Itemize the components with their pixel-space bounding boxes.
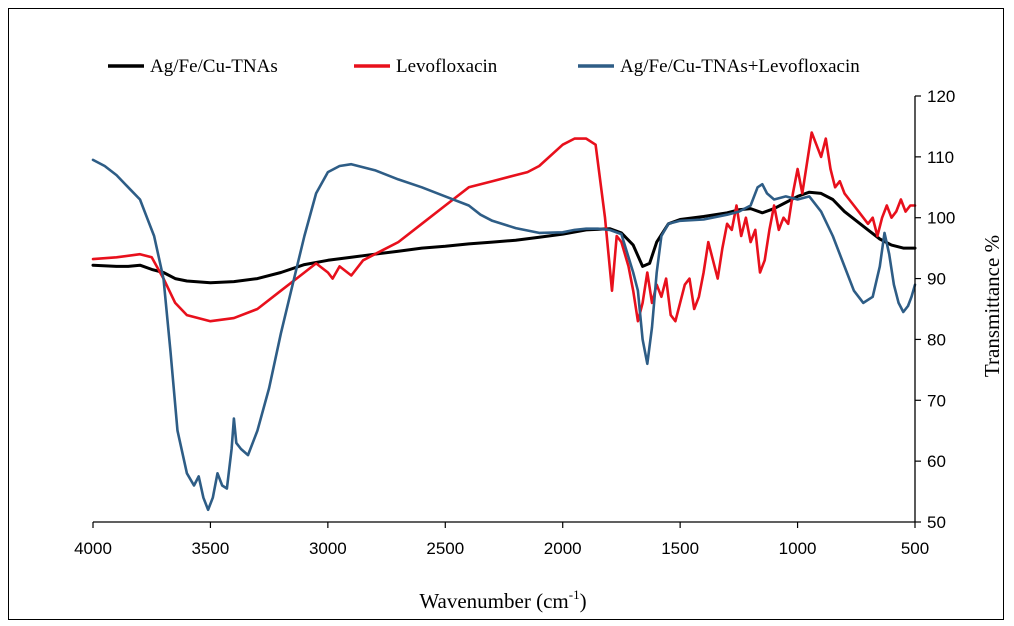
x-axis-title-superscript: -1 [569,587,580,602]
legend-label: Ag/Fe/Cu-TNAs+Levofloxacin [620,56,860,77]
y-tick-label: 110 [927,148,954,167]
x-tick-label: 2500 [426,539,464,558]
legend: Ag/Fe/Cu-TNAs Levofloxacin Ag/Fe/Cu-TNAs+L… [108,56,860,77]
series-line-ag-fe-cu-tnas-levofloxacin [91,158,917,512]
y-tick-label: 90 [927,270,946,289]
x-axis-title: Wavenumber (cm-1) [419,587,586,613]
y-ticks: 50 60 70 80 90 100 110 120 [915,87,955,532]
x-tick-label: 3500 [192,539,230,558]
legend-label: Ag/Fe/Cu-TNAs [150,56,278,77]
x-tick-label: 1500 [661,539,699,558]
x-ticks: 4000 3500 3000 2500 2000 1500 1000 500 [74,522,929,558]
chart-frame [8,8,1004,620]
axes-layer: 4000 3500 3000 2500 2000 1500 1000 500 50 60 70 80… [74,87,955,558]
y-tick-label: 80 [927,330,946,349]
x-tick-label: 500 [901,539,929,558]
y-tick-label: 120 [927,87,955,106]
series-line-levofloxacin [91,131,917,323]
y-tick-label: 50 [927,513,946,532]
legend-label: Levofloxacin [396,56,498,77]
y-tick-label: 70 [927,391,946,410]
x-tick-label: 3000 [309,539,347,558]
x-tick-label: 2000 [544,539,582,558]
y-axis-title: Transmittance % [980,235,1004,377]
x-tick-label: 1000 [779,539,817,558]
y-tick-label: 100 [927,209,955,228]
series-layer [91,131,917,512]
x-tick-label: 4000 [74,539,112,558]
y-tick-label: 60 [927,452,946,471]
